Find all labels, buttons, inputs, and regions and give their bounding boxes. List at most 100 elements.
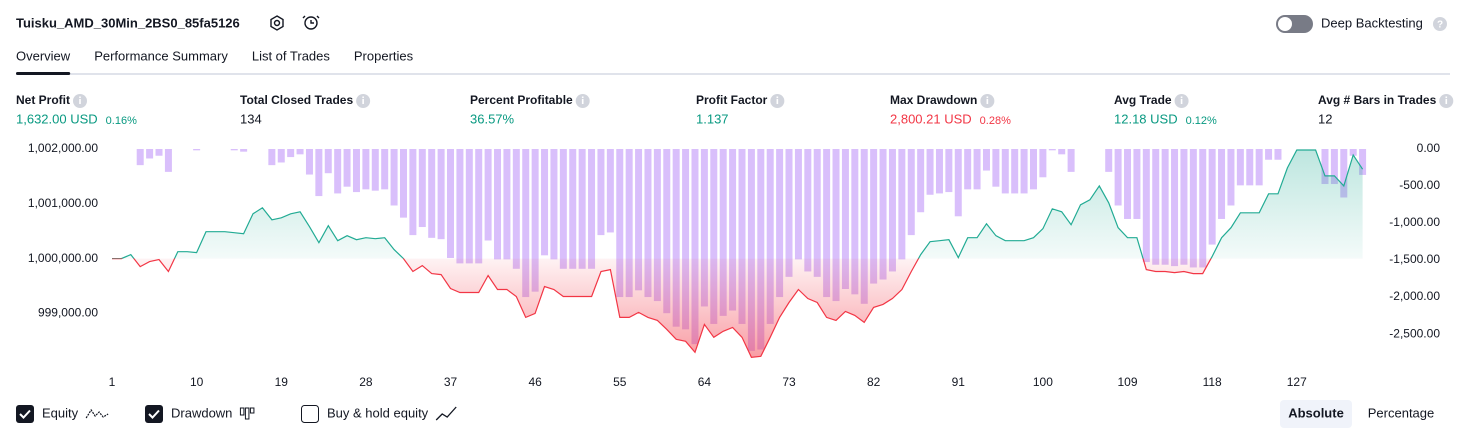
toggle-knob xyxy=(1278,17,1292,31)
checkbox-box xyxy=(301,405,319,423)
x-tick-label: 73 xyxy=(782,375,796,389)
deep-backtesting-toggle[interactable] xyxy=(1276,15,1313,33)
drawdown-bar xyxy=(1001,149,1009,194)
drawdown-bar xyxy=(550,149,558,260)
drawdown-bar xyxy=(1124,149,1132,219)
equity-line xyxy=(112,149,1364,358)
info-icon[interactable] xyxy=(1174,94,1189,108)
metric-label: Max Drawdown xyxy=(890,93,977,107)
x-tick-label: 64 xyxy=(698,375,712,389)
drawdown-bar xyxy=(823,149,831,298)
drawdown-bar xyxy=(888,149,896,272)
settings-icon[interactable] xyxy=(270,15,284,31)
metric-percent: 0.12% xyxy=(1186,115,1217,127)
checkbox[interactable] xyxy=(301,405,319,423)
info-dot xyxy=(581,96,584,99)
drawdown-bar xyxy=(268,149,276,166)
tab[interactable]: List of Trades xyxy=(252,48,331,63)
metric-value: 12 xyxy=(1318,111,1332,126)
drawdown-bar xyxy=(879,149,887,280)
checkbox-check xyxy=(19,409,31,419)
drawdown-bar xyxy=(193,149,201,151)
drawdown-bar xyxy=(851,149,859,295)
drawdown-bar xyxy=(682,149,690,330)
x-tick-label: 55 xyxy=(613,375,627,389)
drawdown-bar xyxy=(860,149,868,304)
info-icon[interactable] xyxy=(1439,94,1454,108)
drawdown-bar xyxy=(352,149,360,193)
drawdown-bar xyxy=(1321,149,1329,185)
drawdown-bar xyxy=(973,149,981,190)
metric-percent: 0.28% xyxy=(980,115,1011,127)
drawdown-bar xyxy=(1011,149,1019,194)
drawdown-bar xyxy=(757,149,765,350)
tab[interactable]: Performance Summary xyxy=(94,48,228,63)
metric-value: 2,800.21 USD xyxy=(890,111,972,126)
y2-tick-label: -1,500.00 xyxy=(1389,252,1440,266)
x-tick-label: 1 xyxy=(109,375,116,389)
drawdown-bar xyxy=(1180,149,1188,265)
drawdown-bar xyxy=(1189,149,1197,268)
y2-tick-label: -500.00 xyxy=(1399,178,1440,192)
mode-button[interactable]: Absolute xyxy=(1280,400,1352,428)
drawdown-bar xyxy=(277,149,285,163)
drawdown-bar xyxy=(1265,149,1273,160)
drawdown-bar xyxy=(1199,149,1207,268)
drawdown-bar xyxy=(992,149,1000,187)
drawdown-bar xyxy=(484,149,492,241)
info-icon[interactable] xyxy=(356,94,371,108)
drawdown-bar xyxy=(1171,149,1179,267)
drawdown-bar xyxy=(371,149,379,191)
info-icon[interactable] xyxy=(575,94,590,108)
drawdown-bar xyxy=(785,149,793,277)
help-icon[interactable]: ? xyxy=(1433,17,1447,31)
info-glyph xyxy=(79,99,81,104)
tab[interactable]: Properties xyxy=(354,48,414,63)
drawdown-bar xyxy=(390,149,398,206)
drawdown-bar xyxy=(616,149,624,298)
drawdown-bar xyxy=(898,149,906,260)
x-tick-label: 10 xyxy=(190,375,204,389)
info-glyph xyxy=(581,99,584,104)
info-dot xyxy=(1445,96,1448,99)
info-icon[interactable] xyxy=(770,94,785,108)
drawdown-bar xyxy=(700,149,708,307)
drawdown-bar xyxy=(776,149,784,298)
drawdown-bar xyxy=(447,149,455,258)
drawdown-bar xyxy=(1114,149,1122,206)
legend-label[interactable]: Equity xyxy=(42,405,79,420)
info-icon[interactable] xyxy=(980,94,995,108)
info-dot xyxy=(1180,96,1183,99)
x-tick-label: 37 xyxy=(444,375,458,389)
drawdown-bar xyxy=(494,149,502,260)
svg-text:?: ? xyxy=(1437,20,1443,31)
drawdown-bar xyxy=(146,149,154,159)
drawdown-bar xyxy=(503,149,511,260)
tab[interactable]: Overview xyxy=(16,48,71,63)
drawdown-bar xyxy=(1340,149,1348,198)
drawdown-bar xyxy=(1236,149,1244,186)
metric-label: Net Profit xyxy=(16,93,70,107)
info-icon[interactable] xyxy=(73,94,87,108)
metric-label: Total Closed Trades xyxy=(240,93,353,107)
hold-icon xyxy=(435,406,457,421)
drawdown-bar xyxy=(663,149,671,314)
drawdown-bar xyxy=(606,149,614,233)
drawdown-bar xyxy=(1133,149,1141,219)
checkbox[interactable] xyxy=(16,405,34,423)
legend-label[interactable]: Buy & hold equity xyxy=(327,405,429,420)
alert-icon[interactable] xyxy=(302,15,320,30)
active-tab-underline xyxy=(16,72,71,75)
drawdown-bar xyxy=(541,149,549,256)
y2-tick-label: -1,000.00 xyxy=(1389,215,1440,229)
drawdown-bar xyxy=(164,149,172,172)
mode-button[interactable]: Percentage xyxy=(1368,405,1435,420)
strategy-title: Tuisku_AMD_30Min_2BS0_85fa5126 xyxy=(16,15,240,30)
drawdown-bar xyxy=(644,149,652,298)
drawdown-bar xyxy=(324,149,332,174)
metric-label: Percent Profitable xyxy=(470,93,573,107)
drawdown-bar xyxy=(588,149,596,269)
drawdown-bar xyxy=(1020,149,1028,194)
checkbox[interactable] xyxy=(145,405,163,423)
legend-label[interactable]: Drawdown xyxy=(171,405,232,420)
